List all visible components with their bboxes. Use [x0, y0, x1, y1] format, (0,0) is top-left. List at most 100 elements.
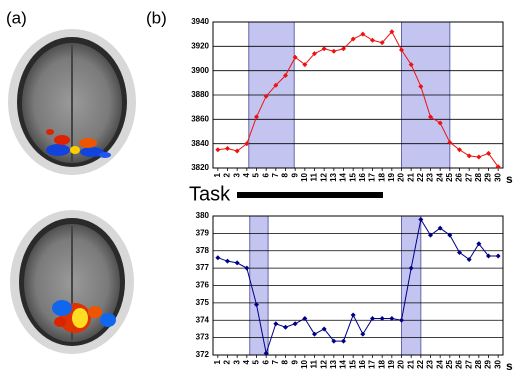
- data-point: [235, 260, 240, 265]
- x-tick-label: 3: [232, 172, 241, 177]
- panel-label: (b): [146, 8, 167, 27]
- x-tick-label: 27: [464, 172, 473, 181]
- x-tick-label: 30: [493, 359, 502, 368]
- x-tick-label: 3: [232, 359, 241, 364]
- data-point: [215, 255, 220, 260]
- x-tick-label: 15: [348, 172, 357, 181]
- figure: (a) (b) Task 382038403860388039003920394…: [0, 0, 517, 372]
- y-tick-label: 372: [196, 350, 210, 359]
- x-tick-label: 18: [377, 359, 386, 368]
- x-tick-label: 19: [387, 359, 396, 368]
- x-tick-label: 28: [474, 359, 483, 368]
- data-point: [283, 325, 288, 330]
- data-point: [215, 147, 220, 152]
- x-tick-label: 7: [271, 172, 280, 177]
- x-tick-label: 29: [484, 172, 493, 181]
- x-tick-label: 12: [319, 359, 328, 368]
- data-point: [476, 155, 481, 160]
- x-tick-label: 25: [445, 359, 454, 368]
- y-tick-label: 380: [196, 211, 210, 220]
- x-axis-label: s: [506, 359, 513, 372]
- x-tick-label: 13: [329, 172, 338, 181]
- x-tick-label: 1: [213, 359, 222, 364]
- x-tick-label: 11: [310, 172, 319, 181]
- x-tick-label: 5: [252, 359, 261, 364]
- y-tick-label: 3920: [191, 41, 209, 50]
- y-tick-label: 3880: [191, 90, 209, 99]
- x-tick-label: 10: [300, 172, 309, 181]
- x-tick-label: 17: [368, 172, 377, 181]
- y-tick-label: 376: [196, 281, 210, 290]
- data-point: [293, 321, 298, 326]
- x-tick-label: 7: [271, 359, 280, 364]
- data-point: [351, 313, 356, 318]
- x-tick-label: 10: [300, 359, 309, 368]
- x-tick-label: 23: [426, 359, 435, 368]
- x-tick-label: 4: [242, 359, 251, 364]
- data-point: [360, 332, 365, 337]
- x-tick-label: 22: [416, 359, 425, 368]
- data-point: [370, 38, 375, 43]
- x-tick-label: 20: [397, 359, 406, 368]
- x-tick-label: 8: [281, 172, 290, 177]
- data-point: [322, 46, 327, 51]
- x-tick-label: 9: [290, 359, 299, 364]
- x-tick-label: 15: [348, 359, 357, 368]
- x-tick-label: 16: [358, 172, 367, 181]
- y-tick-label: 3840: [191, 139, 209, 148]
- y-tick-label: 374: [196, 315, 210, 324]
- y-tick-label: 3860: [191, 114, 209, 123]
- x-tick-label: 6: [261, 359, 270, 364]
- x-tick-label: 14: [339, 172, 348, 181]
- data-point: [467, 153, 472, 158]
- x-tick-label: 28: [474, 172, 483, 181]
- x-tick-label: 24: [435, 359, 444, 368]
- x-axis-label: s: [506, 172, 513, 186]
- x-tick-label: 1: [213, 172, 222, 177]
- y-tick-label: 3940: [191, 17, 209, 26]
- x-tick-label: 21: [406, 359, 415, 368]
- x-tick-label: 25: [445, 172, 454, 181]
- data-point: [225, 146, 230, 151]
- x-tick-label: 8: [281, 359, 290, 364]
- x-tick-label: 5: [252, 172, 261, 177]
- x-tick-label: 23: [426, 172, 435, 181]
- y-tick-label: 3900: [191, 66, 209, 75]
- x-tick-label: 30: [493, 172, 502, 181]
- data-point: [331, 49, 336, 54]
- y-tick-label: 378: [196, 246, 210, 255]
- x-tick-label: 6: [261, 172, 270, 177]
- x-tick-label: 26: [455, 359, 464, 368]
- x-tick-label: 21: [406, 172, 415, 181]
- x-tick-label: 17: [368, 359, 377, 368]
- x-tick-label: 14: [339, 359, 348, 368]
- x-tick-label: 22: [416, 172, 425, 181]
- task-label: Task: [189, 183, 231, 205]
- x-tick-label: 9: [290, 172, 299, 177]
- y-tick-label: 3820: [191, 163, 209, 172]
- data-point: [225, 259, 230, 264]
- task-bar: [237, 192, 383, 198]
- x-tick-label: 20: [397, 172, 406, 181]
- y-tick-label: 377: [196, 263, 210, 272]
- panel-label: (a): [6, 8, 27, 27]
- y-tick-label: 373: [196, 333, 210, 342]
- x-tick-label: 2: [223, 172, 232, 177]
- data-point: [244, 266, 249, 271]
- x-tick-label: 4: [242, 172, 251, 177]
- x-tick-label: 12: [319, 172, 328, 181]
- x-tick-label: 13: [329, 359, 338, 368]
- y-tick-label: 375: [196, 298, 210, 307]
- y-tick-label: 379: [196, 228, 210, 237]
- data-point: [360, 32, 365, 37]
- x-tick-label: 18: [377, 172, 386, 181]
- data-point: [341, 339, 346, 344]
- brain-image-top: [8, 29, 136, 175]
- x-tick-label: 11: [310, 359, 319, 368]
- x-tick-label: 2: [223, 359, 232, 364]
- x-tick-label: 29: [484, 359, 493, 368]
- x-tick-label: 26: [455, 172, 464, 181]
- data-point: [312, 332, 317, 337]
- x-tick-label: 27: [464, 359, 473, 368]
- brain-image-bottom: [10, 210, 134, 354]
